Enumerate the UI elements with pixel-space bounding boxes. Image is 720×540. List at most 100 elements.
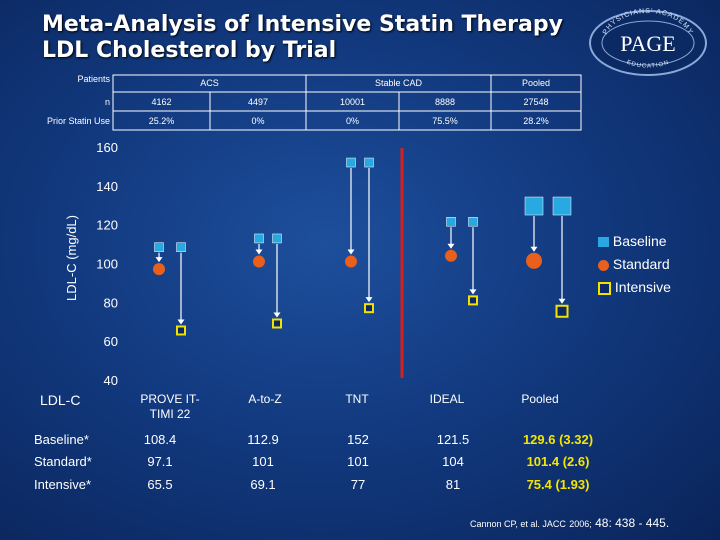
intensive-val-4: 75.4 (1.93) (526, 477, 590, 492)
legend-intensive-swatch (598, 281, 611, 295)
standard-marker-tnt (345, 255, 357, 268)
baseline-marker-a-to-z-a (254, 233, 264, 244)
arrow-head-intensive-tnt (365, 297, 373, 303)
baseline-marker-prove-it-a (154, 242, 164, 252)
y-tick-100: 100 (96, 257, 118, 272)
citation-year: 2006; (569, 519, 592, 529)
legend-standard-swatch (598, 259, 609, 271)
baseline-marker-prove-it-b (176, 242, 186, 252)
baseline-val-1: 112.9 (247, 432, 279, 447)
arrow-head-standard-prove-it (155, 257, 163, 263)
row-label-standard: Standard* (34, 454, 92, 469)
x-label-prove-it: PROVE IT-TIMI 22 (140, 392, 199, 421)
x-label-pooled: Pooled (521, 392, 558, 406)
standard-marker-prove-it (153, 263, 165, 276)
arrow-head-standard-tnt (347, 249, 355, 255)
svg-text:EDUCATION: EDUCATION (626, 60, 671, 70)
patients-label: Patients (77, 74, 110, 84)
x-label-ideal: IDEAL (430, 392, 465, 406)
arrow-head-intensive-ideal (469, 289, 477, 295)
arrow-head-intensive-a-to-z (273, 312, 281, 318)
legend-item-intensive: Intensive (598, 279, 671, 295)
prior-value-4: 28.2% (523, 116, 549, 126)
prior-statin-label: Prior Statin Use (46, 116, 110, 126)
page-logo: PHYSICIANS' ACADEMY PAGE EDUCATION (589, 8, 707, 76)
intensive-marker-a-to-z (272, 318, 282, 329)
group-acs: ACS (200, 78, 219, 88)
standard-val-3: 104 (442, 454, 464, 469)
x-label-a-to-z: A-to-Z (248, 392, 281, 406)
arrow-head-standard-pooled (530, 246, 538, 252)
prior-value-1: 0% (251, 116, 265, 126)
legend-item-standard: Standard (598, 256, 670, 272)
baseline-marker-ideal-b (468, 217, 478, 227)
baseline-marker-a-to-z-b (272, 233, 282, 244)
y-tick-60: 60 (104, 334, 118, 349)
standard-marker-a-to-z (253, 255, 265, 268)
baseline-marker-ideal-a (446, 217, 456, 227)
legend-standard-label: Standard (612, 256, 670, 272)
row-label-baseline: Baseline* (34, 432, 89, 447)
y-tick-80: 80 (104, 295, 118, 310)
citation-main: Cannon CP, et al. JACC (470, 519, 566, 529)
standard-marker-ideal (445, 249, 457, 262)
prior-value-3: 75.5% (432, 116, 458, 126)
intensive-marker-prove-it (176, 325, 186, 336)
title-line-2: LDL Cholesterol by Trial (42, 38, 337, 63)
legend-baseline-label: Baseline (612, 233, 667, 249)
standard-val-4: 101.4 (2.6) (526, 454, 590, 469)
intensive-marker-ideal (468, 295, 478, 306)
citation-ref: 48: 438 - 445. (595, 516, 670, 530)
baseline-marker-pooled-a (524, 196, 544, 216)
y-tick-40: 40 (104, 373, 118, 388)
x-label-tnt: TNT (345, 392, 369, 406)
baseline-marker-tnt-b (364, 157, 374, 168)
n-value-4: 27548 (523, 97, 549, 107)
standard-val-1: 101 (252, 454, 274, 469)
arrow-head-intensive-prove-it (177, 319, 185, 325)
prior-value-2: 0% (345, 116, 359, 126)
bottom-header: LDL-C (40, 392, 81, 408)
top-table-grid (112, 74, 582, 131)
arrow-head-standard-a-to-z (255, 249, 263, 255)
baseline-val-3: 121.5 (436, 432, 470, 447)
legend-item-baseline: Baseline (598, 233, 667, 249)
n-value-0: 4162 (151, 97, 172, 107)
page-title: Meta-Analysis of Intensive Statin Therap… (42, 12, 563, 64)
title-line-1: Meta-Analysis of Intensive Statin Therap… (42, 12, 563, 37)
standard-val-0: 97.1 (147, 454, 173, 469)
y-axis-label: LDL-C (mg/dL) (64, 215, 79, 301)
baseline-marker-pooled-b (552, 196, 572, 216)
legend-intensive-label: Intensive (614, 279, 671, 295)
y-tick-140: 140 (96, 179, 118, 194)
legend-baseline-swatch (598, 237, 609, 248)
baseline-val-0: 108.4 (143, 432, 177, 447)
baseline-val-2: 152 (347, 432, 369, 447)
group-pooled: Pooled (521, 78, 551, 88)
row-label-intensive: Intensive* (34, 477, 92, 492)
y-tick-160: 160 (96, 140, 118, 155)
n-value-3: 8888 (434, 97, 456, 107)
intensive-val-1: 69.1 (250, 477, 276, 492)
intensive-marker-tnt (364, 303, 374, 314)
n-value-2: 10001 (339, 97, 366, 107)
intensive-val-3: 81 (445, 477, 461, 492)
n-value-1: 4497 (247, 97, 269, 107)
prior-value-0: 25.2% (148, 116, 175, 126)
intensive-marker-pooled (555, 304, 569, 318)
y-tick-120: 120 (96, 218, 118, 233)
standard-marker-pooled (526, 252, 542, 269)
standard-val-2: 101 (347, 454, 369, 469)
baseline-marker-tnt-a (346, 157, 356, 168)
citation: Cannon CP, et al. JACC 2006; 48: 438 - 4… (470, 516, 669, 530)
baseline-val-4: 129.6 (3.32) (522, 432, 594, 447)
group-stable-cad: Stable CAD (374, 78, 423, 88)
intensive-val-2: 77 (350, 477, 366, 492)
logo-center-text: PAGE (620, 31, 675, 56)
arrow-head-standard-ideal (447, 243, 455, 249)
arrow-head-intensive-pooled (558, 298, 566, 304)
logo-bottom-text: EDUCATION (626, 60, 670, 70)
intensive-val-0: 65.5 (147, 477, 173, 492)
n-label: n (104, 97, 110, 107)
